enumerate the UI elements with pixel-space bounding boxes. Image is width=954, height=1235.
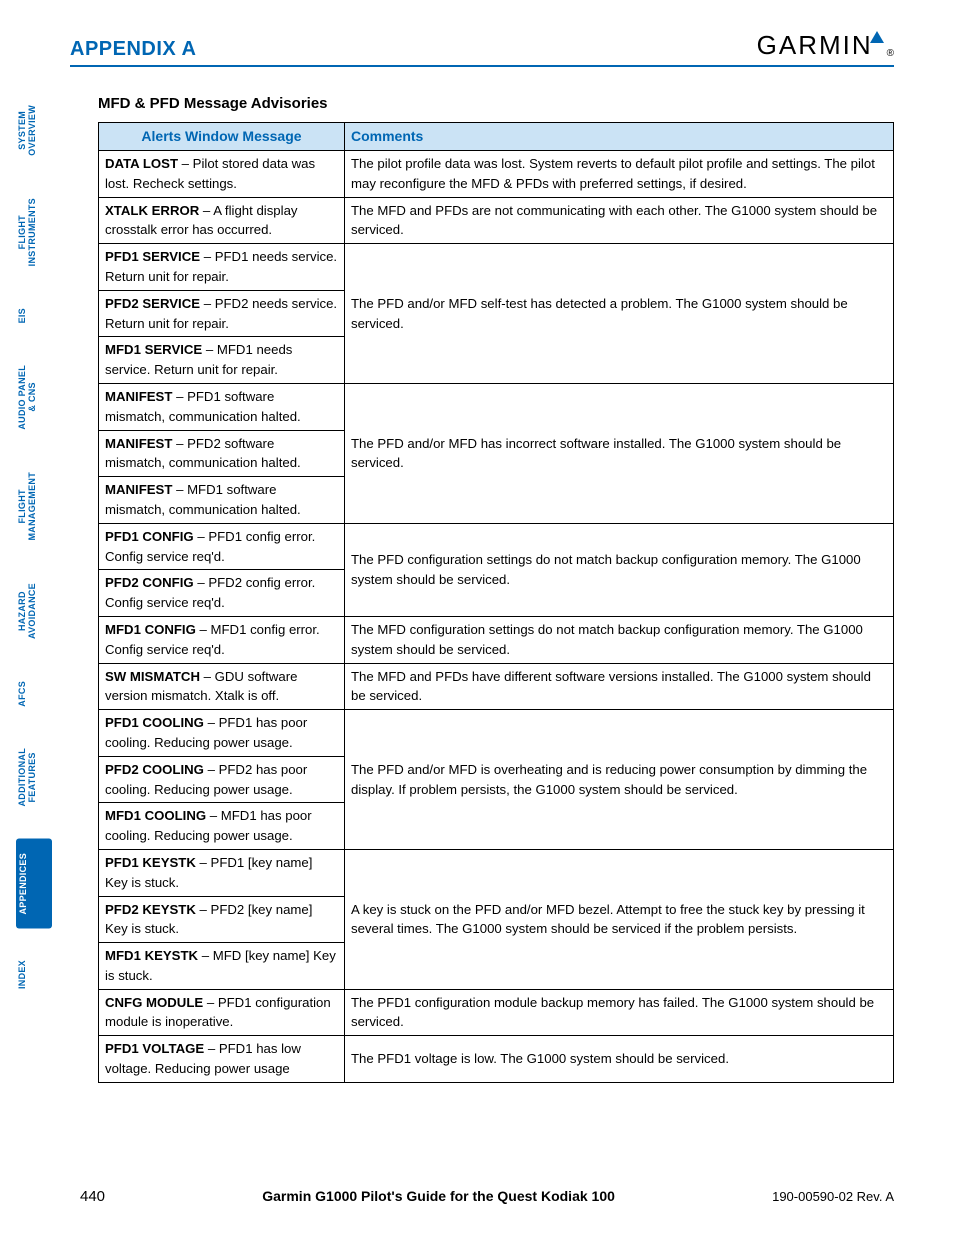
advisories-table: Alerts Window Message Comments DATA LOST… (98, 122, 894, 1083)
comment-cell: The PFD and/or MFD is overheating and is… (345, 710, 894, 850)
side-tab[interactable]: EIS (16, 298, 52, 333)
message-cell: MFD1 SERVICE – MFD1 needs service. Retur… (99, 337, 345, 384)
document-title: Garmin G1000 Pilot's Guide for the Quest… (262, 1188, 615, 1204)
message-cell: PFD2 COOLING – PFD2 has poor cooling. Re… (99, 756, 345, 803)
side-tabs: SYSTEM OVERVIEW FLIGHT INSTRUMENTS EIS AUDI… (16, 95, 52, 999)
table-row: MANIFEST – PFD1 software mismatch, commu… (99, 383, 894, 430)
message-cell: PFD2 SERVICE – PFD2 needs service. Retur… (99, 290, 345, 337)
side-tab[interactable]: ADDITIONAL FEATURES (16, 738, 52, 817)
table-row: CNFG MODULE – PFD1 configuration module … (99, 989, 894, 1036)
comment-cell: The PFD configuration settings do not ma… (345, 523, 894, 616)
logo-triangle-icon (870, 31, 884, 43)
message-bold: PFD1 VOLTAGE (105, 1041, 204, 1056)
message-cell: MFD1 COOLING – MFD1 has poor cooling. Re… (99, 803, 345, 850)
table-row: PFD1 KEYSTK – PFD1 [key name] Key is stu… (99, 849, 894, 896)
comment-cell: A key is stuck on the PFD and/or MFD bez… (345, 849, 894, 989)
comment-cell: The pilot profile data was lost. System … (345, 151, 894, 198)
message-bold: MFD1 COOLING (105, 808, 206, 823)
message-bold: XTALK ERROR (105, 203, 199, 218)
col-header-message: Alerts Window Message (99, 123, 345, 151)
message-cell: PFD1 KEYSTK – PFD1 [key name] Key is stu… (99, 849, 345, 896)
message-cell: PFD1 VOLTAGE – PFD1 has low voltage. Red… (99, 1036, 345, 1083)
comment-cell: The PFD1 voltage is low. The G1000 syste… (345, 1036, 894, 1083)
side-tab[interactable]: AFCS (16, 671, 52, 717)
message-bold: MANIFEST (105, 482, 172, 497)
message-bold: PFD1 CONFIG (105, 529, 194, 544)
comment-cell: The PFD1 configuration module backup mem… (345, 989, 894, 1036)
comment-cell: The MFD and PFDs are not communicating w… (345, 197, 894, 244)
table-row: XTALK ERROR – A flight display crosstalk… (99, 197, 894, 244)
message-cell: PFD2 KEYSTK – PFD2 [key name] Key is stu… (99, 896, 345, 943)
message-bold: MFD1 CONFIG (105, 622, 196, 637)
table-row: PFD1 COOLING – PFD1 has poor cooling. Re… (99, 710, 894, 757)
header-rule (70, 65, 894, 67)
table-row: SW MISMATCH – GDU software version misma… (99, 663, 894, 710)
message-bold: CNFG MODULE (105, 995, 203, 1010)
comment-cell: The PFD and/or MFD self-test has detecte… (345, 244, 894, 384)
message-bold: PFD2 CONFIG (105, 575, 194, 590)
side-tab[interactable]: APPENDICES (16, 839, 52, 929)
comment-cell: The MFD configuration settings do not ma… (345, 616, 894, 663)
table-row: PFD1 VOLTAGE – PFD1 has low voltage. Red… (99, 1036, 894, 1083)
side-tab[interactable]: AUDIO PANEL & CNS (16, 355, 52, 440)
message-cell: MFD1 CONFIG – MFD1 config error. Config … (99, 616, 345, 663)
message-bold: PFD1 KEYSTK (105, 855, 196, 870)
page-number: 440 (80, 1188, 105, 1205)
table-row: MFD1 CONFIG – MFD1 config error. Config … (99, 616, 894, 663)
table-row: PFD1 CONFIG – PFD1 config error. Config … (99, 523, 894, 570)
table-row: DATA LOST – Pilot stored data was lost. … (99, 151, 894, 198)
logo-text: GARMIN (757, 30, 873, 61)
comment-cell: The PFD and/or MFD has incorrect softwar… (345, 383, 894, 523)
message-bold: MANIFEST (105, 436, 172, 451)
message-cell: MANIFEST – MFD1 software mismatch, commu… (99, 477, 345, 524)
side-tab[interactable]: HAZARD AVOIDANCE (16, 573, 52, 649)
side-tab[interactable]: SYSTEM OVERVIEW (16, 95, 52, 166)
side-tab[interactable]: FLIGHT INSTRUMENTS (16, 188, 52, 276)
comment-cell: The MFD and PFDs have different software… (345, 663, 894, 710)
message-cell: MFD1 KEYSTK – MFD [key name] Key is stuc… (99, 943, 345, 990)
message-cell: PFD2 CONFIG – PFD2 config error. Config … (99, 570, 345, 617)
garmin-logo: GARMIN ® (757, 30, 894, 61)
section-title: MFD & PFD Message Advisories (98, 95, 894, 112)
message-cell: DATA LOST – Pilot stored data was lost. … (99, 151, 345, 198)
message-bold: MFD1 KEYSTK (105, 948, 198, 963)
revision: 190-00590-02 Rev. A (772, 1189, 894, 1204)
message-cell: MANIFEST – PFD2 software mismatch, commu… (99, 430, 345, 477)
message-cell: PFD1 CONFIG – PFD1 config error. Config … (99, 523, 345, 570)
message-bold: PFD2 KEYSTK (105, 902, 196, 917)
message-bold: PFD1 SERVICE (105, 249, 200, 264)
message-cell: PFD1 COOLING – PFD1 has poor cooling. Re… (99, 710, 345, 757)
message-bold: MFD1 SERVICE (105, 342, 202, 357)
message-bold: PFD2 COOLING (105, 762, 204, 777)
message-cell: CNFG MODULE – PFD1 configuration module … (99, 989, 345, 1036)
col-header-comments: Comments (345, 123, 894, 151)
message-bold: DATA LOST (105, 156, 178, 171)
table-row: PFD1 SERVICE – PFD1 needs service. Retur… (99, 244, 894, 291)
message-bold: MANIFEST (105, 389, 172, 404)
page-footer: 440 Garmin G1000 Pilot's Guide for the Q… (70, 1188, 894, 1205)
message-cell: XTALK ERROR – A flight display crosstalk… (99, 197, 345, 244)
appendix-title: APPENDIX A (70, 38, 197, 61)
message-cell: MANIFEST – PFD1 software mismatch, commu… (99, 383, 345, 430)
message-bold: SW MISMATCH (105, 669, 200, 684)
side-tab[interactable]: INDEX (16, 950, 52, 999)
side-tab[interactable]: FLIGHT MANAGEMENT (16, 462, 52, 551)
message-cell: SW MISMATCH – GDU software version misma… (99, 663, 345, 710)
message-bold: PFD1 COOLING (105, 715, 204, 730)
message-cell: PFD1 SERVICE – PFD1 needs service. Retur… (99, 244, 345, 291)
message-bold: PFD2 SERVICE (105, 296, 200, 311)
